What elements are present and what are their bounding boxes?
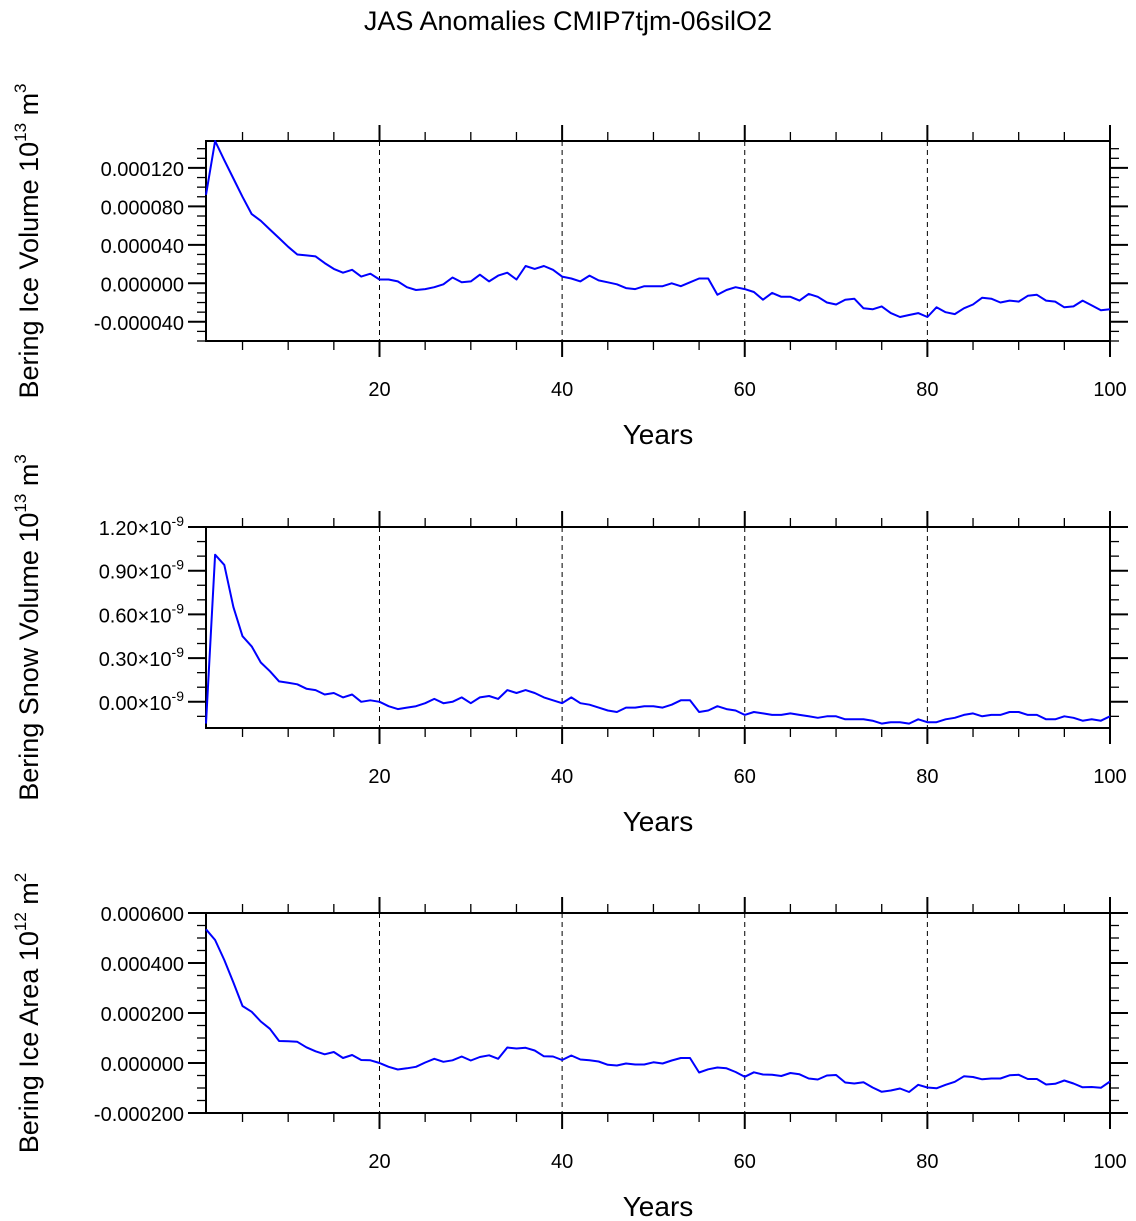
x-tick-label: 80 [916,1151,938,1173]
x-tick-label: 40 [551,379,573,401]
chart-title: JAS Anomalies CMIP7tjm-06silO2 [364,6,772,36]
y-tick-label: 0.000600 [101,904,184,926]
y-tick-label: 0.30×10-9 [99,644,185,671]
y-axis-label: Bering Ice Area 1012 m2 [11,873,44,1154]
x-tick-label: 60 [734,379,756,401]
x-axis-label: Years [623,419,694,450]
panel-3: -0.000200 0.000000 0.000200 0.000400 0.00060… [11,873,1128,1221]
y-tick-label: 0.90×10-9 [99,557,185,584]
y-tick-label: -0.000040 [94,313,184,335]
y-axis-label: Bering Ice Volume 1013 m3 [11,83,44,398]
y-tick-label: 0.000000 [101,274,184,296]
y-tick-label: 0.000120 [101,159,184,181]
x-axis-label: Years [623,806,694,837]
y-axis-label: Bering Snow Volume 1013 m3 [11,454,44,801]
panel-2: 0.00×10-9 0.30×10-9 0.60×10-9 0.90×10-9 1.20… [11,454,1128,837]
y-tick-label: 0.000400 [101,954,184,976]
y-tick-label: 0.000080 [101,197,184,219]
plot-frame [205,140,1111,342]
panel-1: -0.000040 0.000000 0.000040 0.000080 0.00012… [11,83,1128,450]
y-tick-label: 0.000000 [101,1054,184,1076]
series-line [205,140,1111,318]
y-tick-label: 0.000040 [101,236,184,258]
y-tick-label: 0.000200 [101,1004,184,1026]
y-tick-label: 1.20×10-9 [99,513,185,540]
x-tick-label: 40 [551,1151,573,1173]
x-tick-label: 20 [368,379,390,401]
x-tick-label: 60 [734,1151,756,1173]
x-tick-label: 80 [916,766,938,788]
x-tick-label: 20 [368,766,390,788]
x-tick-label: 20 [368,1151,390,1173]
plot-frame [205,912,1111,1114]
y-tick-label: 0.00×10-9 [99,688,185,715]
y-tick-label: 0.60×10-9 [99,600,185,627]
x-tick-label: 100 [1093,1151,1126,1173]
plot-frame [205,526,1111,729]
x-tick-label: 40 [551,766,573,788]
x-tick-label: 100 [1093,766,1126,788]
x-tick-label: 80 [916,379,938,401]
series-line [205,928,1111,1093]
y-tick-label: -0.000200 [94,1104,184,1126]
x-tick-label: 60 [734,766,756,788]
x-axis-label: Years [623,1191,694,1221]
series-line [205,553,1111,725]
x-tick-label: 100 [1093,379,1126,401]
